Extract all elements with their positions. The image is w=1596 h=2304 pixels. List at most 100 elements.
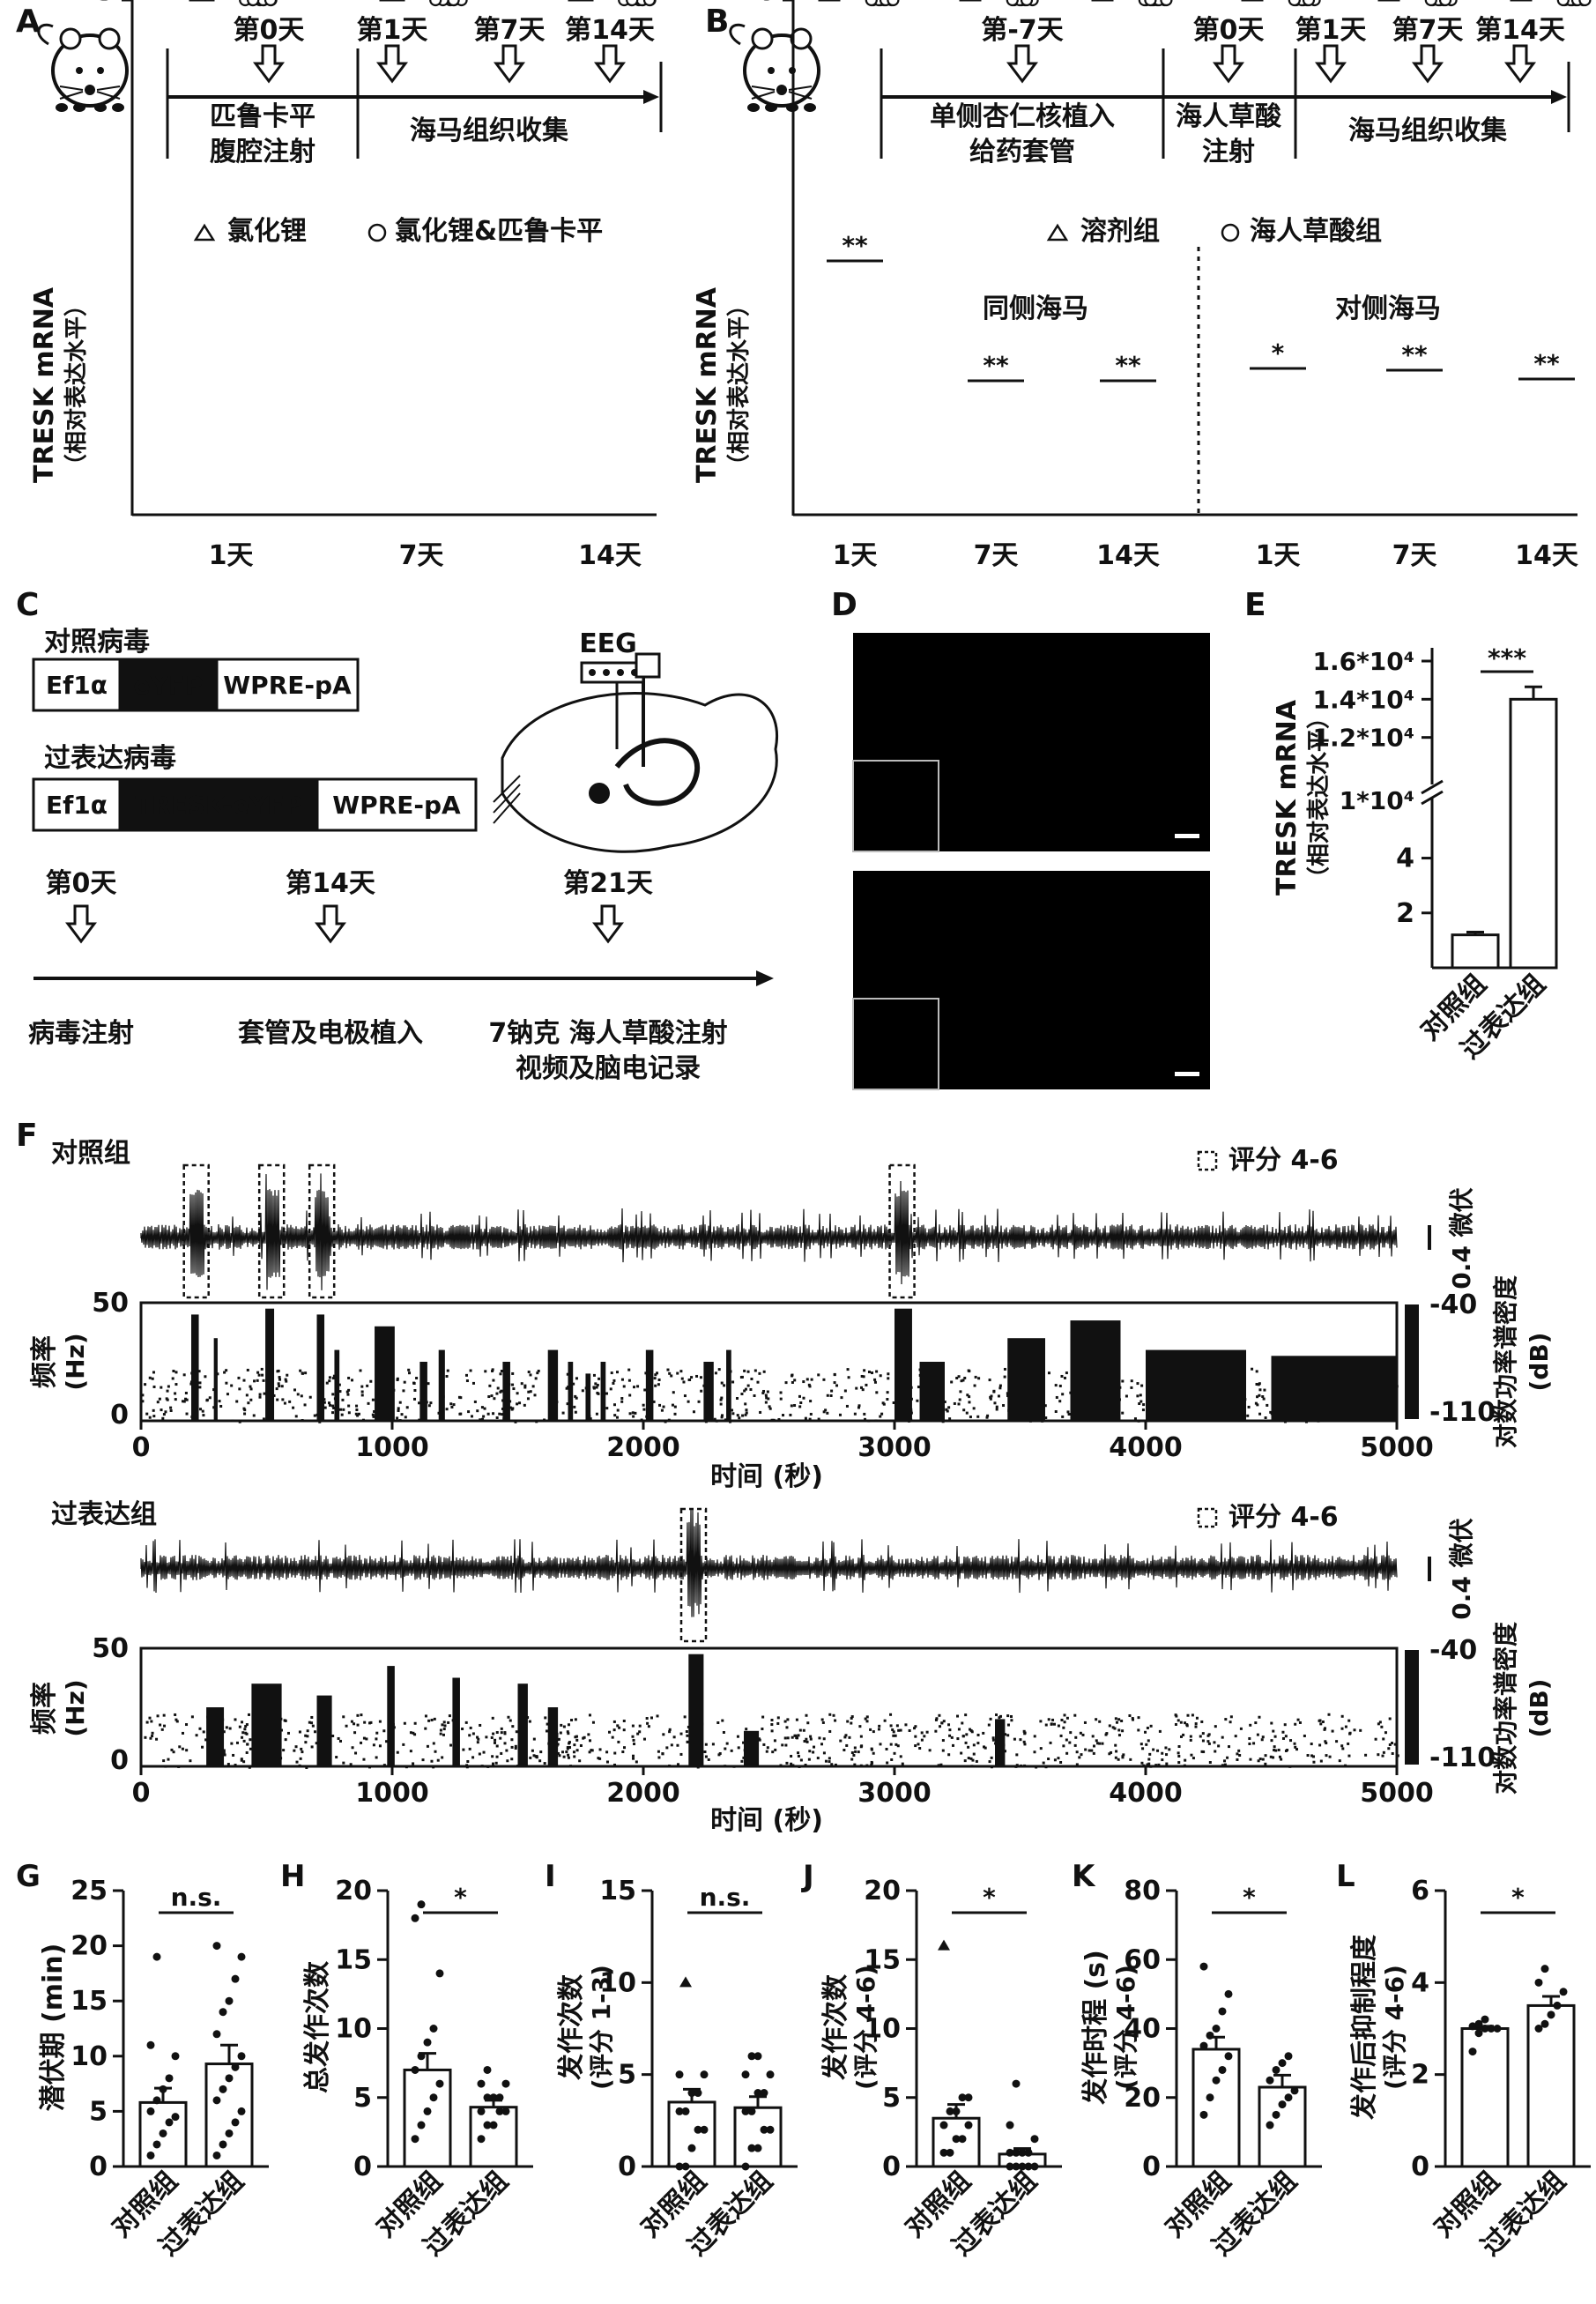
spectrogram-speckle <box>1035 1765 1038 1769</box>
spectrogram-speckle <box>323 1406 327 1409</box>
spectrogram-speckle <box>818 1736 821 1740</box>
mouse-eye <box>768 67 775 74</box>
spectrogram-speckle <box>1344 1764 1347 1767</box>
spectrogram-speckle <box>654 1384 657 1387</box>
spectrogram-speckle <box>885 1747 888 1750</box>
spectrogram-speckle <box>1207 1742 1211 1745</box>
spectrogram-band <box>251 1683 282 1766</box>
spectrogram-speckle <box>234 1718 237 1721</box>
spectrogram-speckle <box>1052 1722 1056 1726</box>
spectrogram-speckle <box>627 1379 631 1382</box>
spectrogram-speckle <box>1184 1758 1187 1762</box>
spectrogram-speckle <box>761 1715 765 1719</box>
spectrogram-speckle <box>999 1714 1003 1718</box>
panelB-procedure-line: 给药套管 <box>969 137 1075 167</box>
legend-label: 氯化锂&匹鲁卡平 <box>395 216 603 247</box>
construct-gene <box>118 658 219 712</box>
spectrogram-speckle <box>1246 1414 1250 1417</box>
data-point <box>939 2121 948 2129</box>
spectrogram-speckle <box>561 1411 565 1415</box>
spectrogram-speckle <box>662 1405 665 1408</box>
spectrogram-speckle <box>686 1740 689 1743</box>
spectrogram-speckle <box>1047 1758 1050 1761</box>
spectrogram-speckle <box>671 1403 674 1407</box>
data-point <box>1424 0 1437 7</box>
spectrogram-speckle <box>427 1404 431 1408</box>
spectrogram-speckle <box>683 1715 687 1719</box>
data-point <box>1559 1988 1568 1996</box>
spectrogram-speckle <box>500 1727 503 1730</box>
spectrogram-speckle <box>961 1721 964 1725</box>
spectrogram-speckle <box>720 1396 724 1400</box>
spectrogram-speckle <box>871 1371 874 1375</box>
spectrogram-speckle <box>1146 1763 1149 1766</box>
spectrogram-speckle <box>300 1747 303 1750</box>
timepoint-label: 第0天 <box>46 868 117 899</box>
y-tick-label: 0 <box>882 2152 901 2182</box>
spectrogram-speckle <box>687 1379 691 1382</box>
spectrogram-speckle <box>328 1376 331 1379</box>
spectrogram-speckle <box>986 1414 990 1417</box>
spectrogram-speckle <box>1013 1737 1016 1741</box>
spectrogram-speckle <box>892 1734 895 1737</box>
spectrogram-speckle <box>225 1381 228 1385</box>
spectrogram-speckle <box>238 1387 241 1391</box>
spectrogram-speckle <box>1149 1765 1153 1768</box>
spectrogram-speckle <box>961 1379 965 1382</box>
spectrogram-speckle <box>1384 1731 1387 1735</box>
spectrogram-speckle <box>257 1373 261 1377</box>
spectrogram-speckle <box>212 1388 216 1392</box>
spectrogram-speckle <box>184 1397 188 1401</box>
spectrogram-speckle <box>284 1738 287 1742</box>
spectrogram-speckle <box>1387 1747 1391 1750</box>
y-tick-label: 3 <box>96 0 115 7</box>
data-point <box>1468 2048 1477 2056</box>
spectrogram-speckle <box>771 1750 775 1754</box>
spectrogram-speckle <box>568 1741 571 1744</box>
spectrogram-speckle <box>205 1398 209 1401</box>
spectrogram-speckle <box>881 1401 885 1405</box>
spectrogram-speckle <box>998 1716 1001 1720</box>
spectrogram-speckle <box>443 1724 447 1728</box>
spectrogram-speckle <box>568 1746 572 1750</box>
spectrogram-control <box>139 1301 1399 1423</box>
data-point <box>1012 2162 1021 2171</box>
spectrogram-speckle <box>256 1371 260 1374</box>
y-axis-label: （相对表达水平） <box>726 294 753 477</box>
data-point <box>938 1939 950 1951</box>
x-category-label: 7天 <box>399 540 444 571</box>
spectrogram-speckle <box>1075 1763 1079 1766</box>
spectrogram-speckle <box>527 1390 531 1394</box>
spectrogram-speckle <box>1154 1764 1158 1767</box>
y-tick-label: 4 <box>1411 1967 1429 1998</box>
spectrogram-speckle <box>809 1412 813 1416</box>
spectrogram-speckle <box>412 1382 416 1386</box>
spectrogram-speckle <box>398 1401 402 1404</box>
spectrogram-speckle <box>167 1758 170 1761</box>
spectrogram-speckle <box>1229 1715 1233 1719</box>
spectrogram-speckle <box>301 1371 304 1375</box>
spectrogram-speckle <box>1158 1729 1162 1733</box>
y-axis-label: 发作次数 <box>820 1973 851 2081</box>
spectrogram-speckle <box>1224 1718 1228 1721</box>
spectrogram-speckle <box>204 1738 208 1742</box>
spectrogram-speckle <box>984 1746 987 1750</box>
spectrogram-speckle <box>934 1718 938 1721</box>
spectrogram-speckle <box>679 1370 683 1373</box>
spectrogram-speckle <box>1223 1759 1227 1763</box>
spectrogram-speckle <box>860 1386 864 1389</box>
spectrogram-speckle <box>306 1729 309 1733</box>
spectrogram-speckle <box>492 1379 495 1382</box>
spectrogram-speckle <box>645 1717 649 1721</box>
spectrogram-speckle <box>720 1381 724 1385</box>
spectrogram-speckle <box>508 1406 512 1409</box>
spectrogram-speckle <box>306 1735 309 1738</box>
spectrogram-speckle <box>349 1763 353 1766</box>
y-tick-label: 5 <box>353 2083 372 2114</box>
data-point <box>1206 2031 1214 2040</box>
spectrogram-speckle <box>1254 1401 1258 1405</box>
spectrogram-speckle <box>162 1413 166 1416</box>
spectrogram-speckle <box>240 1758 243 1761</box>
spectrogram-speckle <box>479 1418 482 1422</box>
